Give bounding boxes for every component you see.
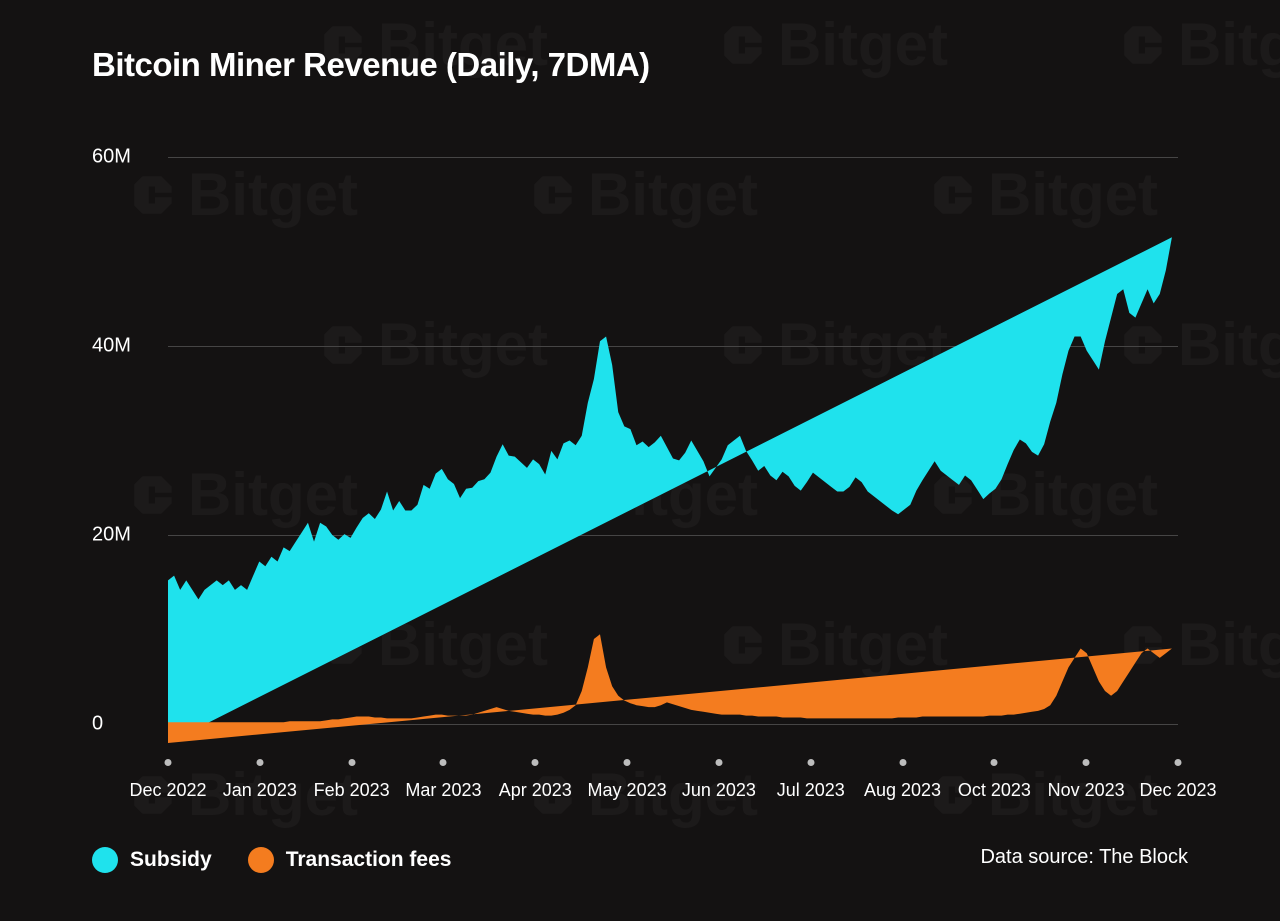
legend-swatch-subsidy [92, 847, 118, 873]
legend-label: Transaction fees [286, 848, 452, 872]
chart-title: Bitcoin Miner Revenue (Daily, 7DMA) [92, 46, 650, 84]
legend-item-subsidy: Subsidy [92, 847, 212, 873]
chart-plot-area [168, 138, 1178, 743]
area-chart-svg [168, 138, 1178, 743]
data-source-label: Data source: The Block [980, 846, 1188, 869]
legend: Subsidy Transaction fees [92, 847, 451, 873]
legend-item-fees: Transaction fees [248, 847, 452, 873]
legend-swatch-fees [248, 847, 274, 873]
legend-label: Subsidy [130, 848, 212, 872]
